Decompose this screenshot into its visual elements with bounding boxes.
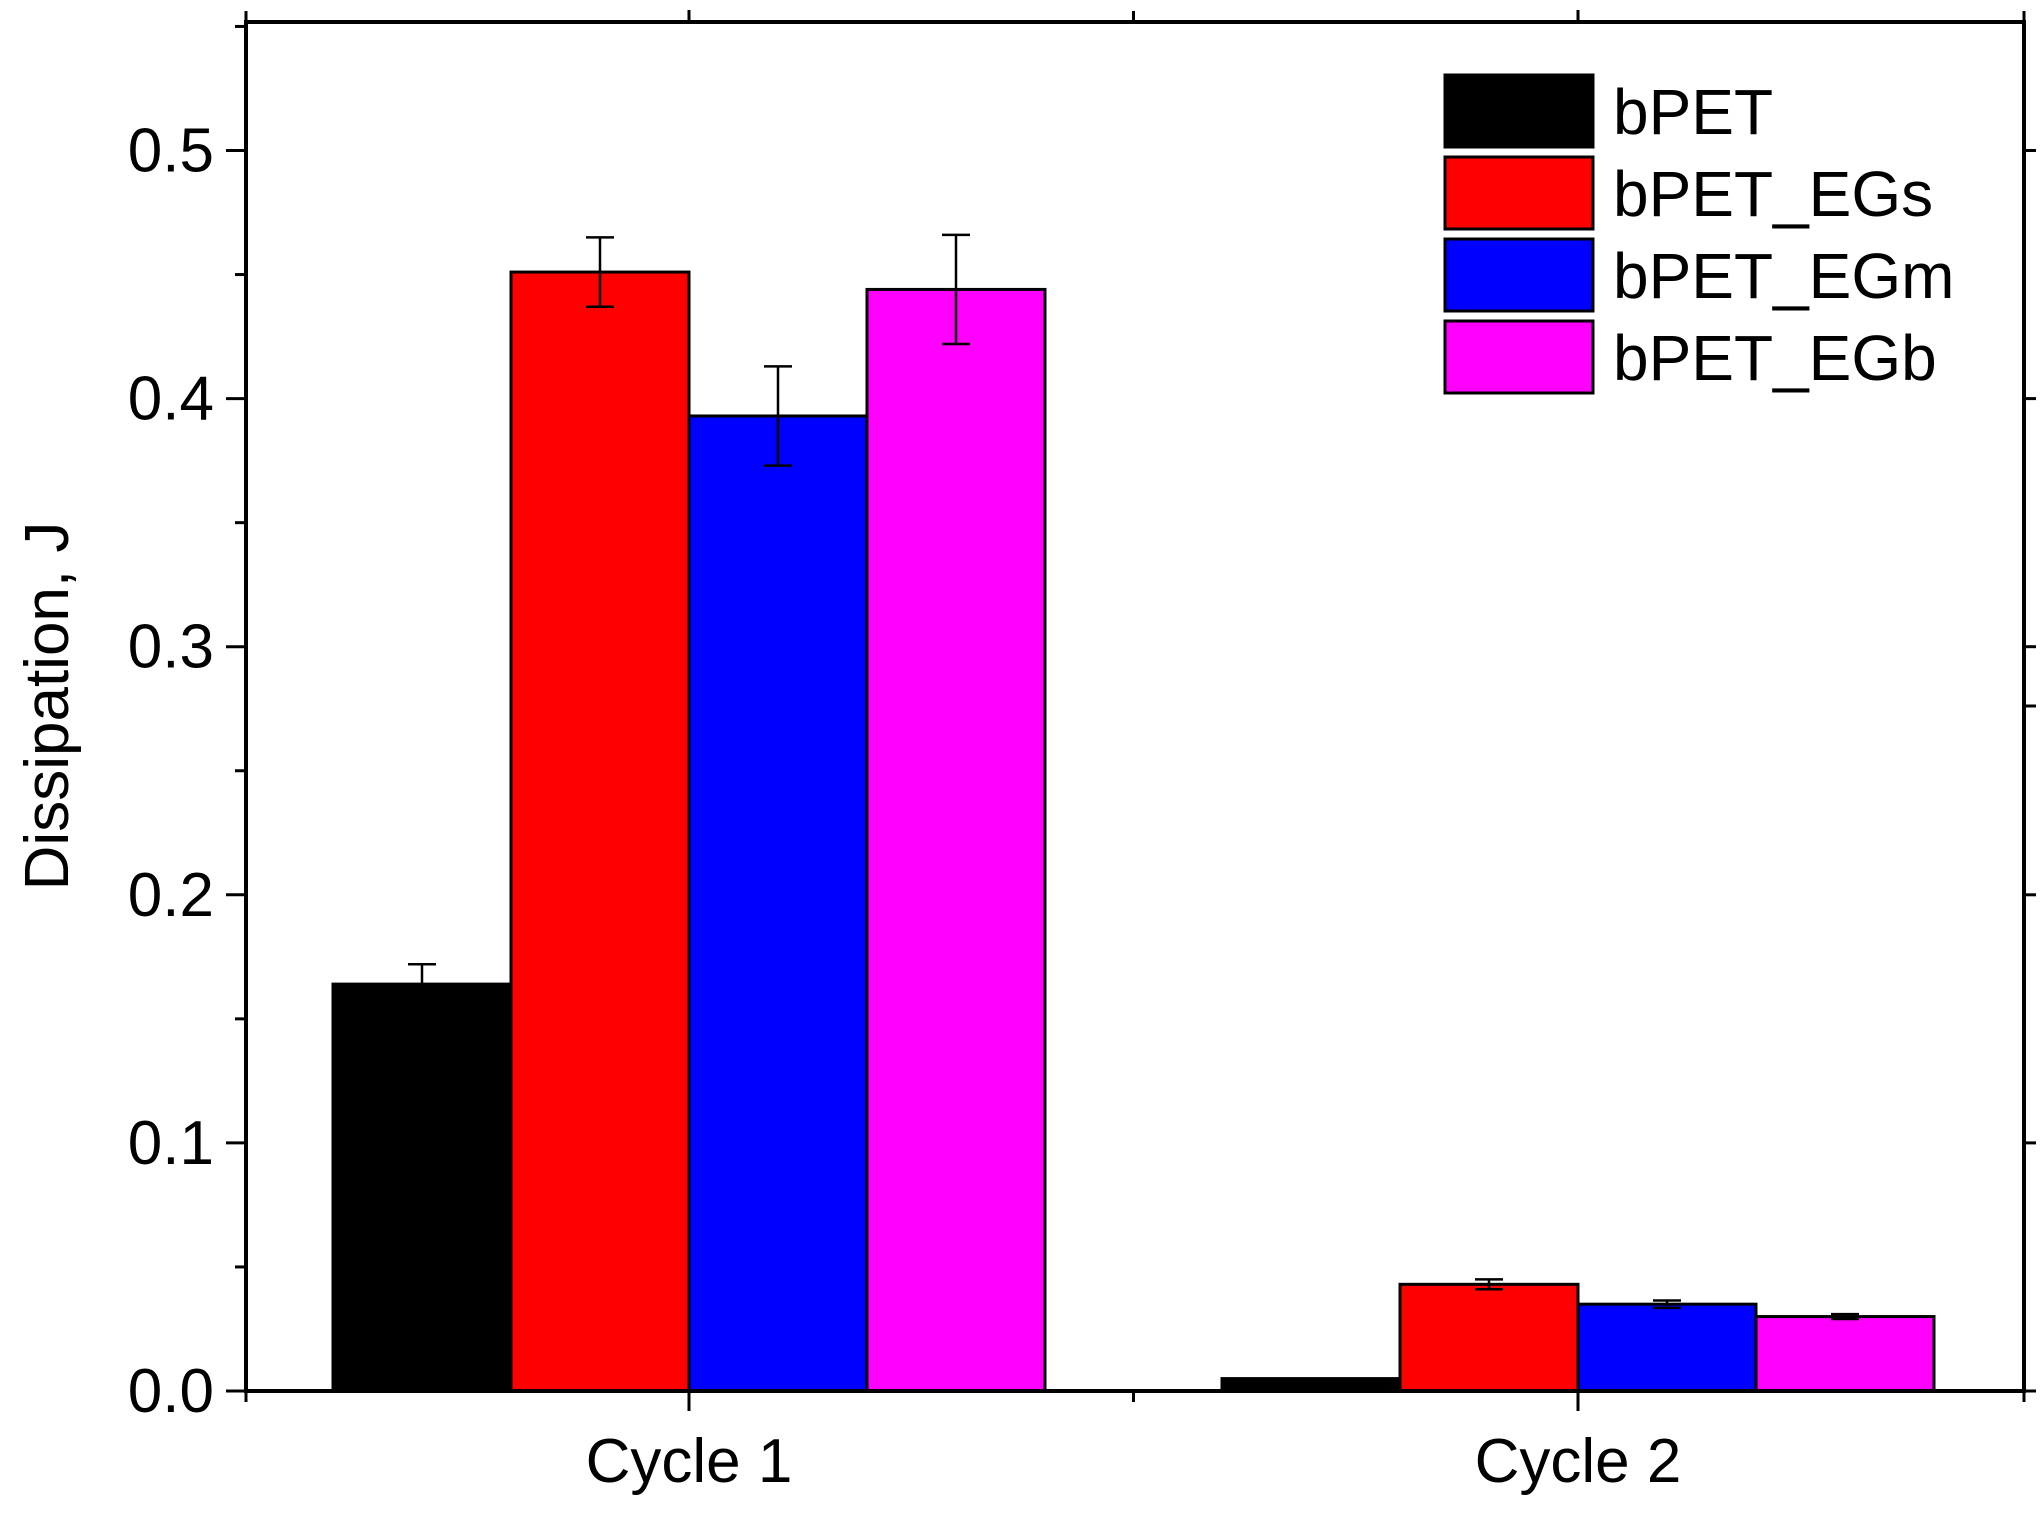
legend-label: bPET_EGm	[1613, 240, 1954, 312]
error-bar-bPET_EGb-cycle-2	[1831, 1312, 1859, 1321]
bar-bPET-cycle-1	[331, 982, 513, 1393]
bars-layer	[331, 270, 1936, 1393]
bar-bPET_EGb-cycle-2	[1754, 1315, 1936, 1393]
y-tick-label: 0.4	[128, 365, 214, 434]
legend: bPET bPET_EGs bPET_EGm bPET_EGb	[1443, 73, 1954, 395]
legend-swatch	[1443, 73, 1595, 149]
error-bars-layer	[408, 233, 1859, 1321]
error-bar-bPET_EGs-cycle-2	[1475, 1278, 1503, 1291]
legend-swatch	[1443, 319, 1595, 395]
y-tick-label: 0.3	[128, 613, 214, 682]
error-bar-bPET-cycle-1	[408, 963, 436, 1006]
x-tick-label: Cycle 2	[1475, 1427, 1682, 1496]
error-bar-bPET_EGs-cycle-1	[586, 236, 614, 309]
legend-item-bPET_EGs: bPET_EGs	[1443, 155, 1933, 231]
bar-bPET_EGm-cycle-1	[687, 414, 869, 1393]
y-tick-label: 0.1	[128, 1109, 214, 1178]
x-tick-label: Cycle 1	[586, 1427, 793, 1496]
y-tick-label: 0.5	[128, 117, 214, 186]
legend-label: bPET	[1613, 76, 1773, 148]
y-tick-label: 0.0	[128, 1357, 214, 1426]
legend-swatch	[1443, 237, 1595, 313]
y-axis-title: Dissipation, J	[13, 522, 82, 891]
legend-item-bPET_EGm: bPET_EGm	[1443, 237, 1954, 313]
legend-label: bPET_EGs	[1613, 158, 1933, 230]
bar-bPET_EGs-cycle-2	[1398, 1282, 1580, 1393]
y-tick-label: 0.2	[128, 861, 214, 930]
ticks-layer: 0.0 0.1 0.2 0.3 0.4 0.5 Cycle 1 Cycle 2	[128, 10, 2036, 1496]
error-bar-bPET_EGb-cycle-1	[942, 233, 970, 346]
legend-item-bPET_EGb: bPET_EGb	[1443, 319, 1937, 395]
legend-swatch	[1443, 155, 1595, 231]
legend-label: bPET_EGb	[1613, 322, 1937, 394]
bar-bPET_EGb-cycle-1	[865, 287, 1047, 1393]
error-bar-bPET_EGm-cycle-2	[1653, 1299, 1681, 1310]
bar-bPET_EGs-cycle-1	[509, 270, 691, 1393]
error-bar-bPET_EGm-cycle-1	[764, 365, 792, 467]
bar-bPET_EGm-cycle-2	[1576, 1302, 1758, 1393]
legend-item-bPET: bPET	[1443, 73, 1773, 149]
